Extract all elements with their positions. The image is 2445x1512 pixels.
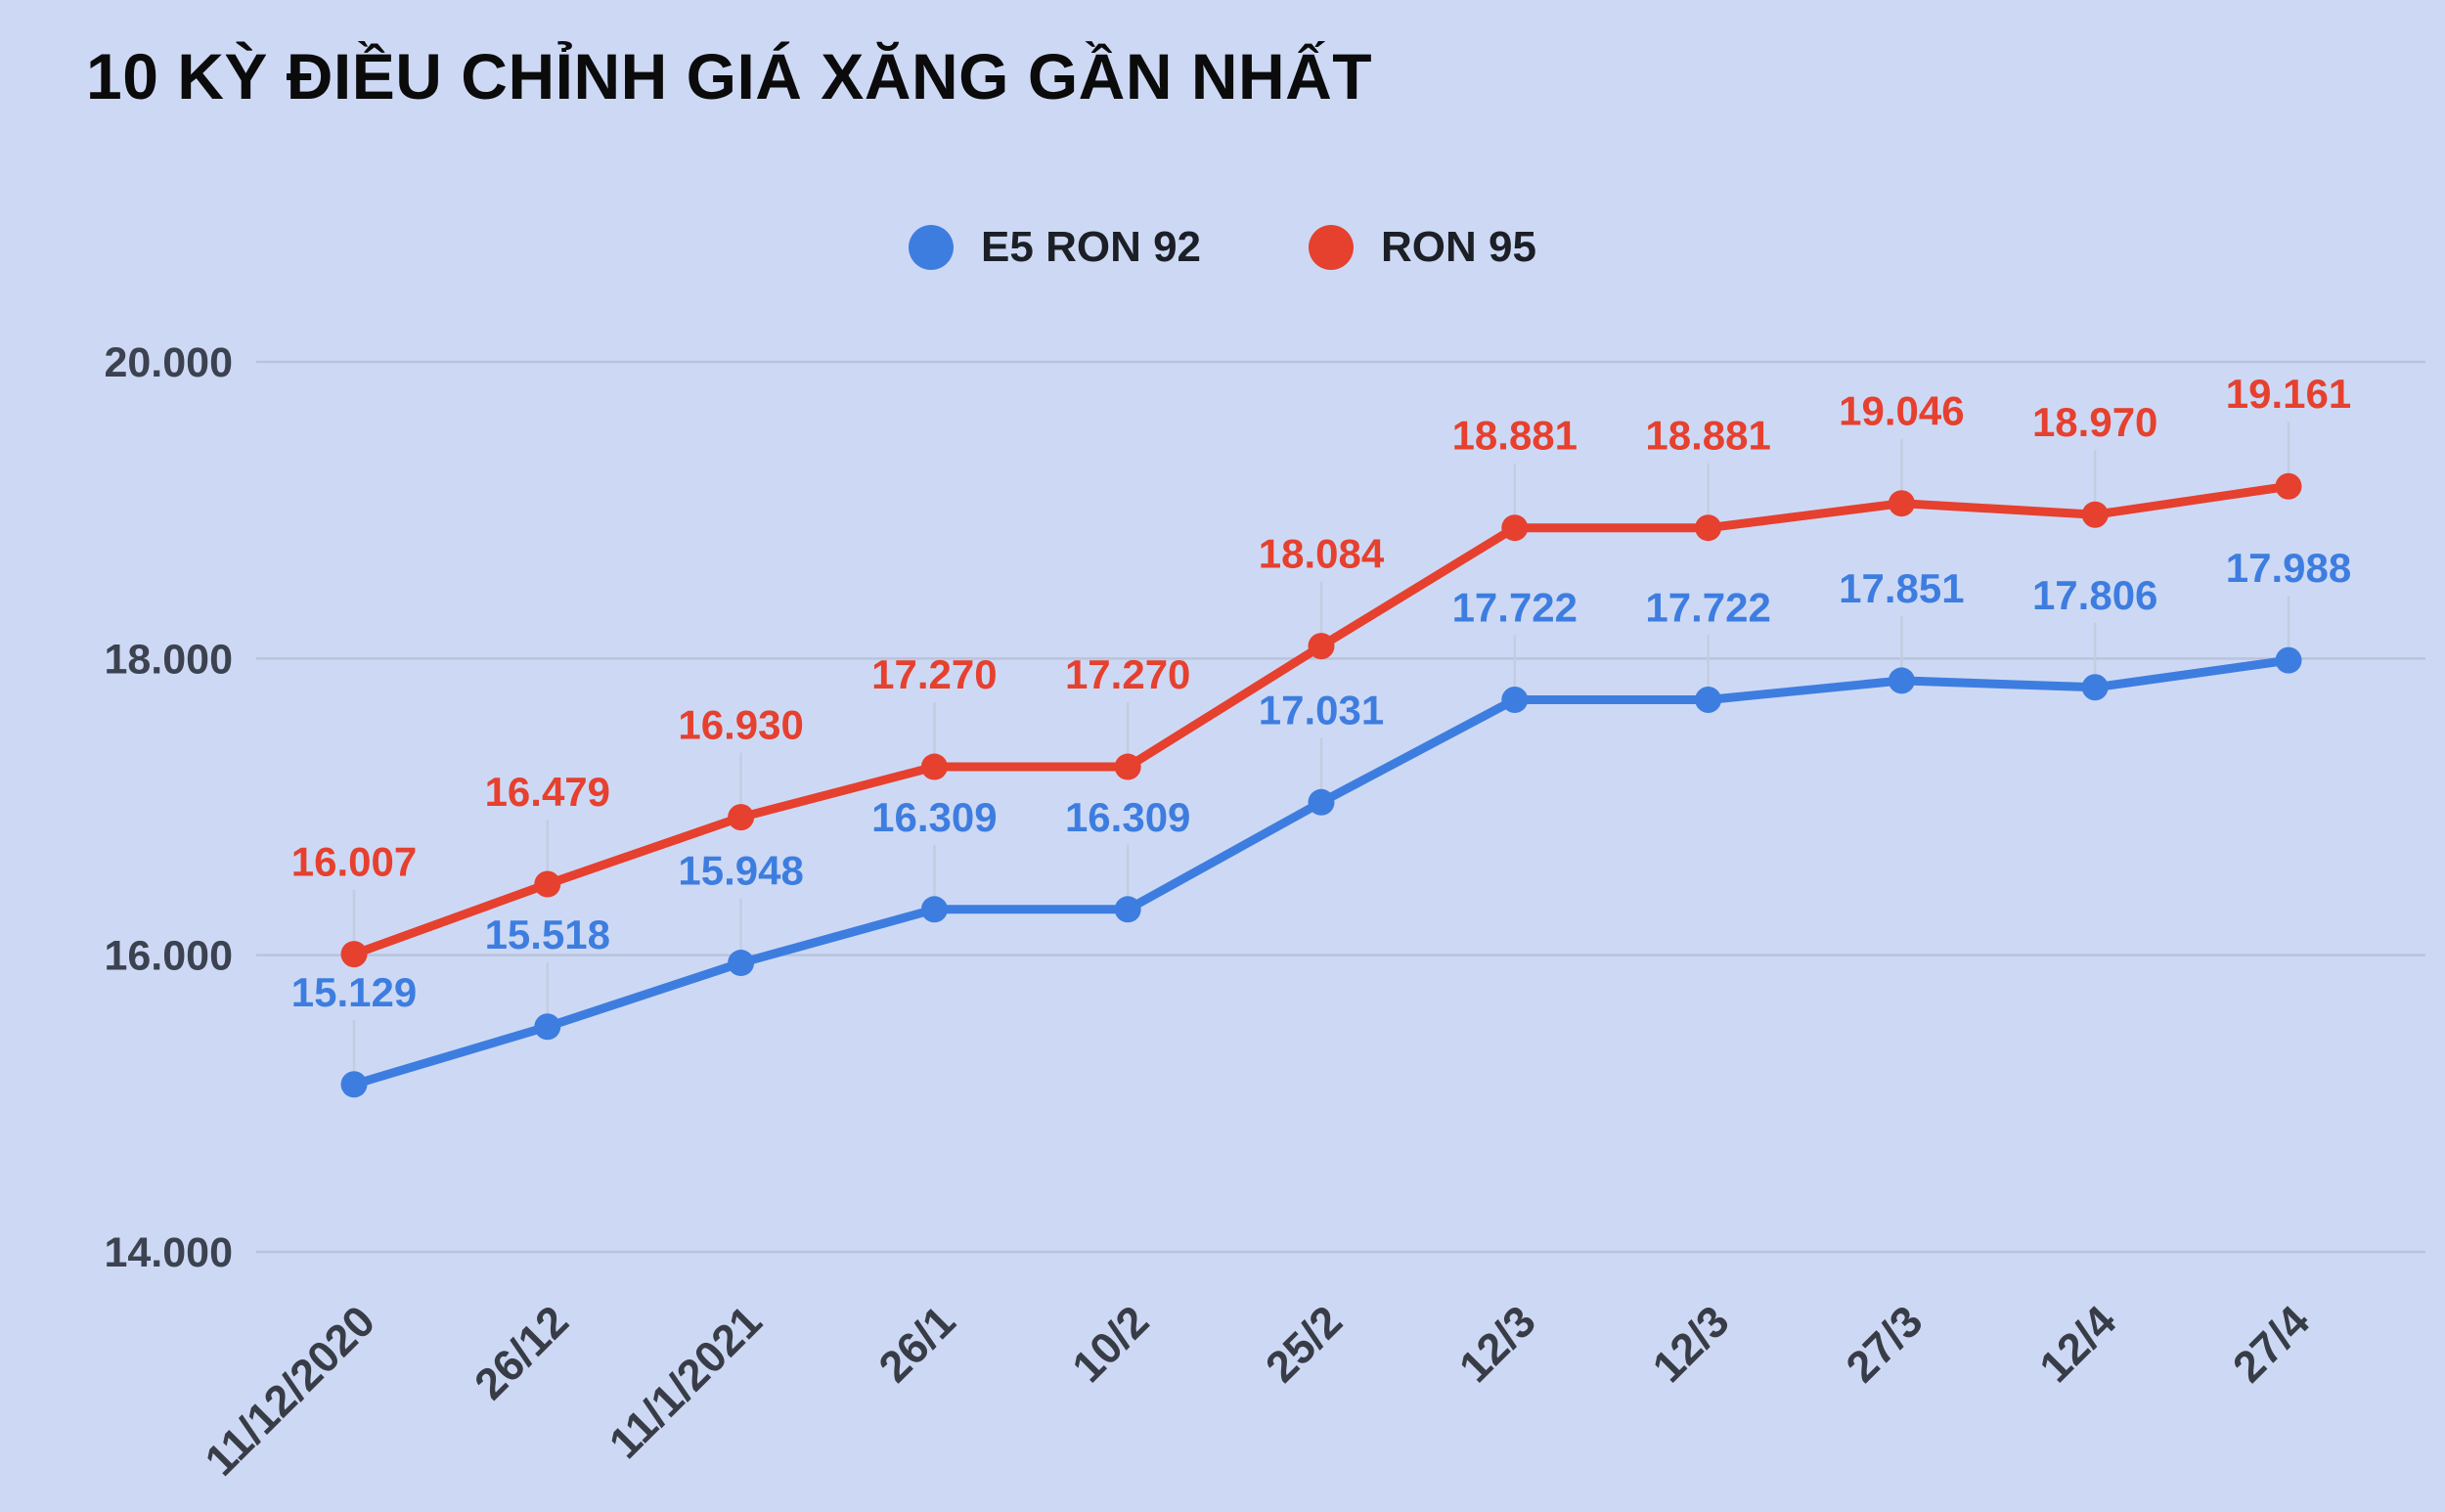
svg-text:16.309: 16.309 [1065, 794, 1190, 840]
legend-item-e5-ron-92: E5 RON 92 [909, 223, 1201, 272]
svg-text:16.309: 16.309 [871, 794, 997, 840]
svg-text:12/4: 12/4 [2029, 1296, 2125, 1392]
svg-text:15.948: 15.948 [678, 848, 803, 894]
svg-text:10/2: 10/2 [1062, 1296, 1158, 1392]
svg-text:18.881: 18.881 [1645, 413, 1770, 459]
svg-text:16.930: 16.930 [678, 702, 803, 748]
svg-text:27/3: 27/3 [1836, 1296, 1932, 1392]
svg-text:19.161: 19.161 [2226, 371, 2351, 417]
svg-text:11/12/2020: 11/12/2020 [196, 1296, 385, 1486]
svg-text:12/3: 12/3 [1449, 1296, 1545, 1392]
svg-text:26/1: 26/1 [868, 1296, 964, 1392]
legend-label-ron-95: RON 95 [1381, 223, 1536, 271]
svg-text:15.518: 15.518 [485, 912, 610, 957]
svg-text:16.007: 16.007 [291, 839, 417, 885]
svg-text:17.722: 17.722 [1452, 584, 1578, 630]
svg-text:19.046: 19.046 [1839, 388, 1964, 434]
svg-text:27/4: 27/4 [2223, 1296, 2319, 1392]
svg-text:16.479: 16.479 [485, 769, 610, 815]
legend-swatch-red-icon [1309, 225, 1355, 270]
svg-text:17.031: 17.031 [1259, 687, 1384, 733]
svg-text:16.000: 16.000 [104, 933, 233, 980]
legend-swatch-blue-icon [909, 225, 955, 270]
chart-title: 10 KỲ ĐIỀU CHỈNH GIÁ XĂNG GẦN NHẤT [86, 40, 1373, 112]
svg-text:15.129: 15.129 [291, 969, 417, 1015]
svg-text:17.851: 17.851 [1839, 565, 1964, 611]
svg-text:17.270: 17.270 [871, 651, 997, 697]
svg-text:18.881: 18.881 [1452, 413, 1578, 459]
svg-text:18.000: 18.000 [104, 636, 233, 683]
svg-text:17.988: 17.988 [2226, 545, 2351, 591]
svg-text:11/1/2021: 11/1/2021 [600, 1296, 772, 1468]
svg-text:25/2: 25/2 [1256, 1296, 1352, 1392]
svg-text:17.806: 17.806 [2032, 572, 2157, 618]
svg-text:17.722: 17.722 [1645, 584, 1770, 630]
svg-text:12/3: 12/3 [1643, 1296, 1739, 1392]
chart-legend: E5 RON 92 RON 95 [0, 223, 2445, 272]
svg-text:20.000: 20.000 [104, 339, 233, 386]
svg-text:18.084: 18.084 [1259, 531, 1385, 577]
svg-text:14.000: 14.000 [104, 1229, 233, 1276]
svg-text:26/12: 26/12 [465, 1296, 578, 1409]
svg-text:17.270: 17.270 [1065, 651, 1190, 697]
svg-text:18.970: 18.970 [2032, 399, 2157, 445]
legend-item-ron-95: RON 95 [1309, 223, 1536, 272]
legend-label-e5-ron-92: E5 RON 92 [981, 223, 1202, 271]
